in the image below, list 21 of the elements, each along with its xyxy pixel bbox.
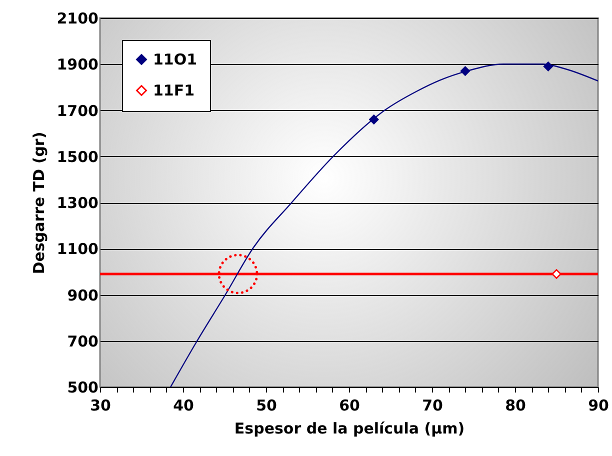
x-tick-label: 30 (90, 396, 111, 414)
x-tick-label: 40 (173, 396, 194, 414)
y-tick-label: 2100 (56, 10, 98, 28)
y-tick-label: 1300 (56, 194, 98, 212)
y-tick-label: 900 (67, 286, 98, 304)
x-tick-label: 80 (505, 396, 526, 414)
x-axis-title: Espesor de la película (µm) (234, 420, 465, 438)
y-tick-label: 500 (67, 378, 98, 396)
x-tick-label: 90 (588, 396, 609, 414)
y-tick-label: 1100 (56, 240, 98, 258)
legend-label: 11O1 (153, 50, 198, 68)
x-tick-label: 70 (422, 396, 443, 414)
x-tick-label: 50 (256, 396, 277, 414)
y-tick-label: 1500 (56, 148, 98, 166)
y-tick-label: 1900 (56, 56, 98, 74)
y-axis-title: Desgarre TD (gr) (30, 132, 48, 274)
point (552, 269, 562, 279)
y-tick-label: 1700 (56, 102, 98, 120)
y-tick-label: 700 (67, 332, 98, 350)
x-tick-label: 60 (339, 396, 360, 414)
legend-label: 11F1 (153, 82, 195, 100)
